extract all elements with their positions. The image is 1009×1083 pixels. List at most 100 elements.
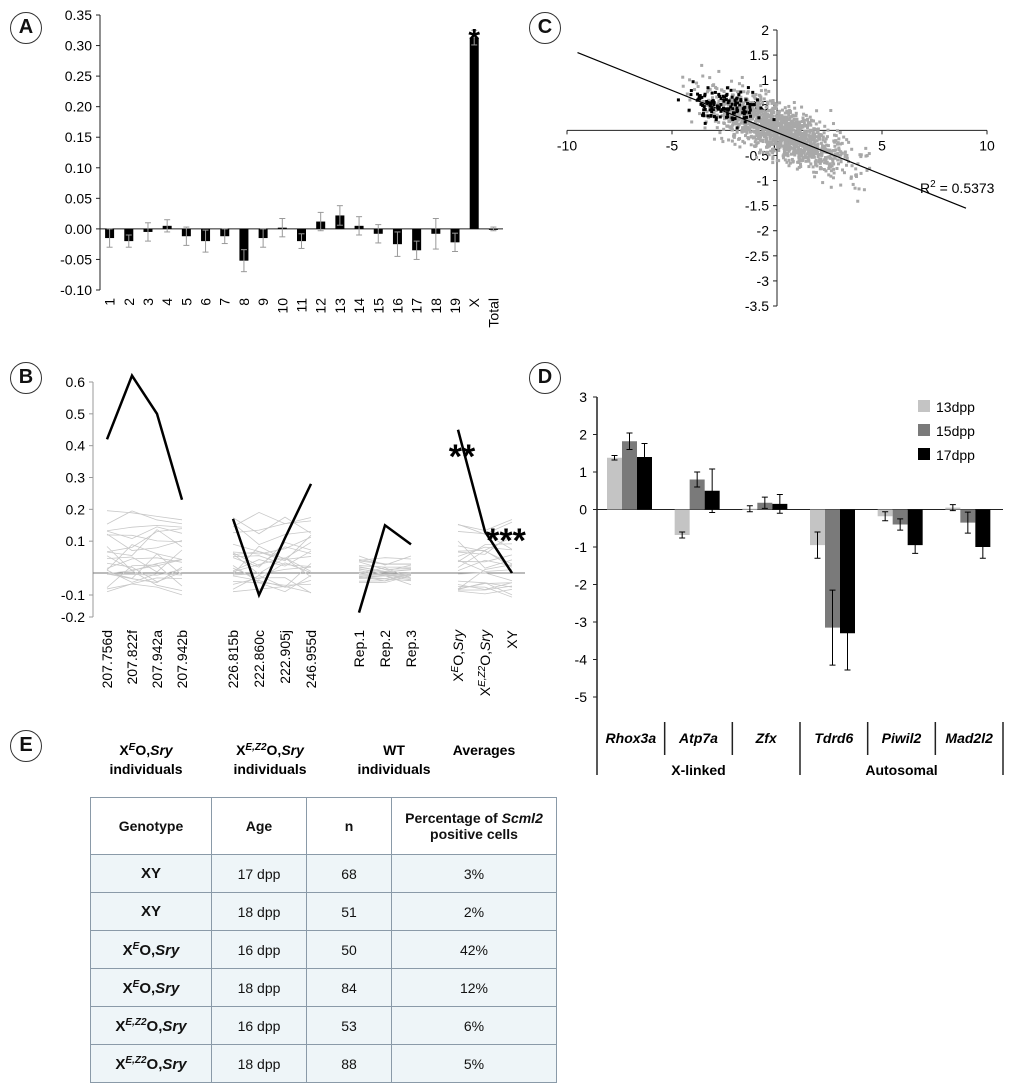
scatter-point-grey <box>763 131 767 135</box>
scatter-point-grey <box>702 99 706 103</box>
scatter-point-grey <box>813 143 817 147</box>
scatter-point-grey <box>693 87 697 91</box>
scatter-point-grey <box>794 135 798 139</box>
scatter-point-grey <box>839 150 843 154</box>
scatter-point-black <box>726 112 730 116</box>
scatter-point-black <box>739 99 743 103</box>
scatter-point-grey <box>843 155 847 159</box>
scatter-point-grey <box>730 126 734 130</box>
scatter-point-grey <box>711 84 715 88</box>
x-tick-label-a: 6 <box>198 298 214 306</box>
scatter-point-grey <box>812 155 816 159</box>
scatter-point-grey <box>847 140 851 144</box>
scatter-point-grey <box>735 128 739 132</box>
scatter-point-grey <box>730 79 734 83</box>
tick-part: X <box>477 686 493 696</box>
scatter-point-grey <box>798 129 802 133</box>
scatter-point-grey <box>845 138 849 142</box>
background-line-b <box>232 520 312 534</box>
scatter-point-black <box>719 109 723 113</box>
scatter-point-grey <box>850 147 854 151</box>
scatter-point-grey <box>787 118 791 122</box>
background-line-b <box>457 582 513 590</box>
scatter-point-grey <box>705 110 709 114</box>
scatter-point-grey <box>730 128 734 132</box>
scatter-point-grey <box>778 101 782 105</box>
scatter-point-grey <box>808 130 812 134</box>
background-line-b <box>106 570 183 591</box>
scatter-point-grey <box>779 134 783 138</box>
background-line-b <box>106 555 183 571</box>
y-tick-label-d: 3 <box>579 389 587 405</box>
scatter-point-grey <box>788 161 792 165</box>
scatter-point-black <box>715 104 719 108</box>
scatter-point-grey <box>759 135 763 139</box>
x-tick-label-a: 12 <box>313 298 329 314</box>
genotype-sup: E <box>132 940 140 952</box>
y-tick-label-a: 0.35 <box>65 7 92 23</box>
scatter-point-grey <box>777 141 781 145</box>
background-line-b <box>232 574 312 593</box>
scatter-point-grey <box>810 138 814 142</box>
scatter-point-grey <box>832 171 836 175</box>
tick-sry: Sry <box>450 629 466 651</box>
scatter-point-grey <box>808 121 812 125</box>
scatter-point-grey <box>818 120 822 124</box>
scatter-point-grey <box>851 182 855 186</box>
scatter-point-grey <box>728 120 732 124</box>
group-label-xlinked: X-linked <box>671 762 725 778</box>
scatter-point-grey <box>794 137 798 141</box>
scatter-point-grey <box>778 145 782 149</box>
scatter-point-grey <box>748 130 752 134</box>
scatter-point-grey <box>771 157 775 161</box>
y-tick-label-b: -0.1 <box>61 587 85 603</box>
scatter-point-grey <box>827 166 831 170</box>
bold-line-b <box>105 372 184 501</box>
scatter-point-grey <box>785 123 789 127</box>
percentage-cell: 12% <box>391 968 557 1007</box>
scatter-point-grey <box>695 81 699 85</box>
y-tick-label-b: 0.5 <box>66 406 86 422</box>
y-tick-label-c: 1.5 <box>750 47 770 63</box>
scatter-point-grey <box>805 137 809 141</box>
header-percentage: Percentage of Scml2 positive cells <box>391 797 557 855</box>
scatter-point-grey <box>841 168 845 172</box>
scatter-point-grey <box>681 84 685 88</box>
genotype-cell: XE,Z2O,Sry <box>90 1044 212 1083</box>
percentage-cell: 5% <box>391 1044 557 1083</box>
table-row: XY 18 dpp 51 2% <box>90 892 557 931</box>
scatter-point-grey <box>765 127 769 131</box>
scatter-point-grey <box>821 138 825 142</box>
category-label-d: Tdrd6 <box>814 730 853 746</box>
genotype-base: XY <box>140 865 161 882</box>
scatter-point-grey <box>823 156 827 160</box>
scatter-point-grey <box>805 140 809 144</box>
scatter-point-grey <box>746 125 750 129</box>
scatter-point-grey <box>780 123 784 127</box>
scatter-point-black <box>708 108 712 112</box>
scatter-point-grey <box>753 135 757 139</box>
scatter-point-grey <box>785 116 789 120</box>
scatter-point-grey <box>868 166 872 170</box>
background-line-b <box>457 588 513 595</box>
scatter-point-grey <box>832 167 836 171</box>
annotation-double-star-b: ** <box>449 438 476 476</box>
scatter-point-grey <box>767 153 771 157</box>
scatter-point-grey <box>808 135 812 139</box>
scatter-point-grey <box>764 137 768 141</box>
scatter-point-grey <box>752 125 756 129</box>
y-tick-label-a: 0.15 <box>65 129 92 145</box>
scatter-point-grey <box>744 134 748 138</box>
scatter-point-black <box>735 101 739 105</box>
scatter-point-grey <box>722 89 726 93</box>
background-line-b <box>106 577 183 593</box>
scatter-point-grey <box>788 125 792 129</box>
scatter-point-grey <box>766 112 770 116</box>
scatter-point-grey <box>751 112 755 116</box>
scatter-point-grey <box>782 156 786 160</box>
genotype-sup: E,Z2 <box>125 1054 147 1066</box>
x-tick-label-a: 7 <box>217 298 233 306</box>
category-label-d: Mad2l2 <box>945 730 993 746</box>
scatter-point-grey <box>791 141 795 145</box>
scatter-point-grey <box>806 147 810 151</box>
